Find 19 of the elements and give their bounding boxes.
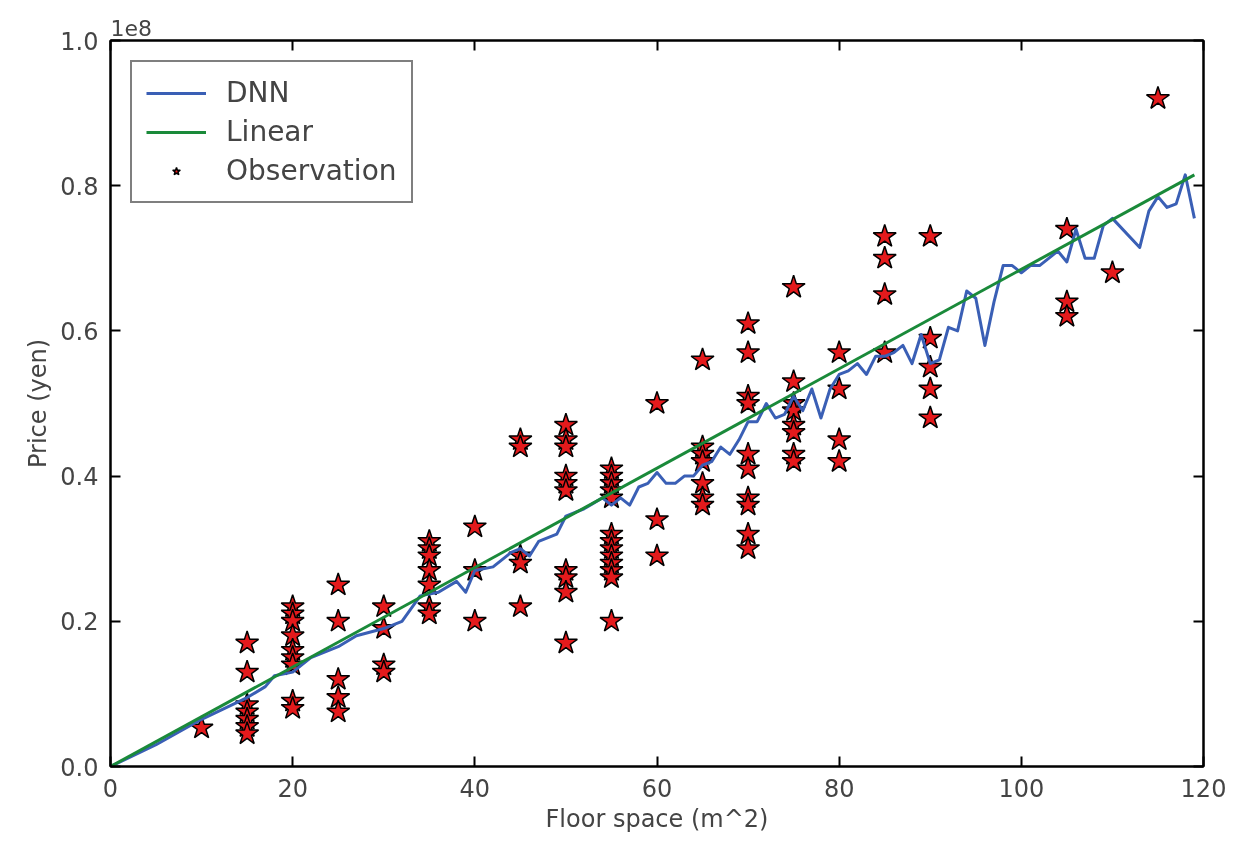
y-tick-label: 0.2 xyxy=(60,608,99,637)
legend-label: Observation xyxy=(226,154,397,187)
x-tick-label: 20 xyxy=(277,774,308,803)
x-tick-label: 60 xyxy=(641,774,673,803)
x-tick-label: 40 xyxy=(459,774,491,803)
legend-label: DNN xyxy=(226,76,290,109)
x-axis-title: Floor space (m^2) xyxy=(545,804,769,833)
y-tick-label: 0.0 xyxy=(60,753,99,782)
y-tick-label: 0.4 xyxy=(60,463,99,492)
legend-label: Linear xyxy=(226,115,314,148)
y-tick-label: 0.6 xyxy=(60,317,99,346)
x-tick-label: 0 xyxy=(102,774,119,803)
x-tick-label: 120 xyxy=(1180,774,1227,803)
y-tick-label: 0.8 xyxy=(60,172,99,201)
x-tick-label: 80 xyxy=(823,774,855,803)
y-axis-title: Price (yen) xyxy=(24,338,53,469)
x-tick-label: 100 xyxy=(998,774,1045,803)
annotation: 1e8 xyxy=(110,15,153,41)
y-tick-label: 1.0 xyxy=(60,27,99,56)
